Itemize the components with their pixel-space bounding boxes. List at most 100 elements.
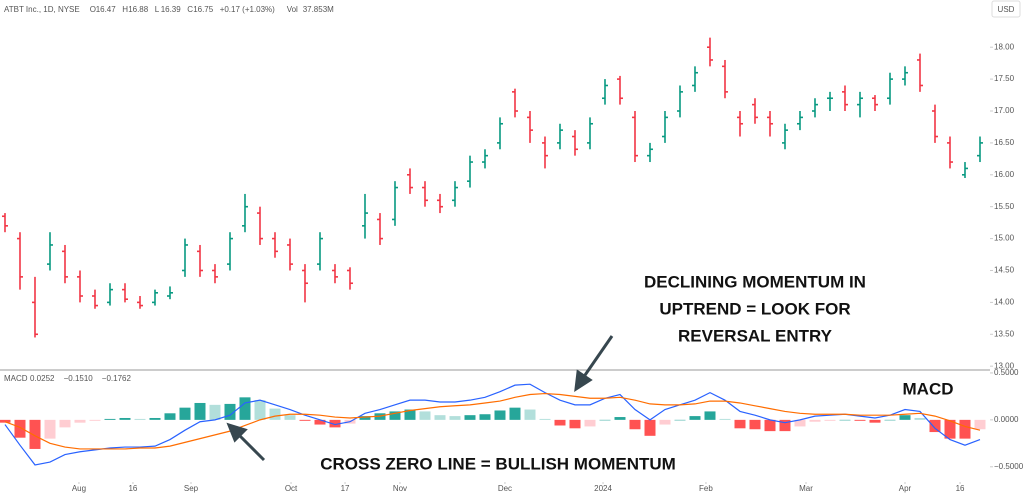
readout-label: O bbox=[90, 5, 96, 14]
histogram-bar bbox=[224, 403, 236, 420]
ohlc-bar bbox=[961, 162, 968, 178]
x-tick-label: Apr bbox=[899, 484, 912, 493]
ohlc-bar bbox=[451, 181, 458, 207]
histogram-bar bbox=[284, 415, 296, 420]
readout-label: Vol bbox=[287, 5, 298, 14]
ohlc-bar bbox=[541, 136, 548, 169]
ohlc-bar bbox=[376, 213, 383, 245]
histogram-bar bbox=[104, 418, 116, 420]
ohlc-bar bbox=[31, 276, 38, 338]
histogram-bar bbox=[329, 419, 341, 428]
histogram-bar bbox=[509, 407, 521, 420]
ohlc-bar bbox=[286, 238, 293, 271]
legend-title: MACD bbox=[4, 374, 28, 383]
ohlc-bar bbox=[196, 244, 203, 277]
ohlc-bar bbox=[796, 111, 803, 131]
plot: 13.00 13.50 14.00 14.50 15.00 15.50 16.00 16.50… bbox=[0, 37, 1024, 493]
x-tick-label: Dec bbox=[498, 484, 512, 493]
ohlc-bar bbox=[241, 193, 248, 233]
histogram-bar bbox=[269, 408, 281, 420]
ohlc-bar bbox=[976, 136, 983, 163]
histogram-bar bbox=[359, 416, 371, 420]
ohlc-bar bbox=[556, 123, 563, 150]
legend-value: −0.1762 bbox=[102, 374, 132, 383]
x-tick-label: Mar bbox=[799, 484, 813, 493]
readout-label: L bbox=[155, 5, 160, 14]
histogram-bar bbox=[869, 419, 881, 423]
ohlc-bar bbox=[736, 111, 743, 137]
ohlc-bar bbox=[316, 232, 323, 271]
histogram-bar bbox=[659, 419, 671, 425]
readout-value: 16.88 bbox=[128, 5, 149, 14]
histogram-bar bbox=[629, 419, 641, 430]
histogram-bar bbox=[539, 418, 551, 420]
y-tick-label: 15.00 bbox=[994, 234, 1015, 243]
histogram-bar bbox=[809, 419, 821, 422]
y-tick-label: 16.00 bbox=[994, 170, 1015, 179]
ohlc-bar bbox=[331, 264, 338, 284]
histogram-bar bbox=[134, 418, 146, 420]
y-tick-label: 17.00 bbox=[994, 106, 1015, 115]
histogram-bar bbox=[644, 419, 656, 436]
x-tick-label: 16 bbox=[128, 484, 137, 493]
annotation: UPTREND = LOOK FOR bbox=[659, 299, 850, 318]
histogram-bar bbox=[89, 419, 101, 421]
readout-label: C bbox=[187, 5, 193, 14]
histogram-bar bbox=[44, 419, 56, 439]
ohlc-bar bbox=[136, 296, 143, 309]
histogram-bar bbox=[779, 419, 791, 432]
histogram-bar bbox=[524, 409, 536, 420]
ohlc-bar bbox=[631, 111, 638, 163]
ohlc-bar bbox=[76, 270, 83, 303]
ohlc-bar bbox=[946, 136, 953, 169]
ohlc-bar bbox=[406, 168, 413, 194]
histogram-bar bbox=[884, 419, 896, 421]
ohlc-bar bbox=[91, 289, 98, 309]
histogram-bar bbox=[119, 417, 131, 420]
arrowhead bbox=[574, 369, 593, 392]
ohlc-bar bbox=[436, 193, 443, 214]
histogram-bar bbox=[254, 400, 266, 420]
ohlc-bar bbox=[721, 59, 728, 99]
symbol: ATBT Inc., 1D, NYSE bbox=[4, 5, 80, 14]
ohlc-bar bbox=[16, 232, 23, 290]
ohlc-bar bbox=[751, 98, 758, 124]
histogram-bar bbox=[689, 416, 701, 420]
currency[interactable]: USD bbox=[998, 5, 1015, 14]
ohlc-bar bbox=[811, 98, 818, 118]
ohlc-bar bbox=[901, 66, 908, 86]
legend-value: −0.1510 bbox=[64, 374, 94, 383]
currency-box[interactable] bbox=[991, 0, 1021, 18]
ohlc-bar bbox=[661, 111, 668, 143]
ohlc-bar bbox=[211, 264, 218, 284]
histogram-bar bbox=[59, 419, 71, 428]
ohlc-bar bbox=[46, 232, 53, 271]
histogram-bar bbox=[29, 419, 41, 449]
histogram-bar bbox=[419, 411, 431, 420]
ohlc-bar bbox=[601, 79, 608, 105]
histogram-bar bbox=[824, 419, 836, 421]
readout-value: 37.853M bbox=[303, 5, 334, 14]
y-tick-label: 16.50 bbox=[994, 138, 1015, 147]
histogram-bar bbox=[434, 415, 446, 420]
ohlc-bar bbox=[526, 111, 533, 143]
ohlc-bar bbox=[61, 244, 68, 284]
ohlc-bar bbox=[511, 88, 518, 118]
ohlc-bar bbox=[421, 181, 428, 207]
ohlc-bar bbox=[706, 37, 713, 67]
ohlc-bar bbox=[886, 72, 893, 105]
ohlc-bar bbox=[181, 238, 188, 277]
ohlc-readout: O 16.47 H 16.88 L 16.39 C 16.75 +0.17 (+1.03%) Vo… bbox=[90, 5, 334, 14]
y-tick-label: 14.50 bbox=[994, 266, 1015, 275]
ohlc-bar bbox=[226, 232, 233, 271]
ohlc-bar bbox=[1, 213, 8, 233]
ohlc-bar bbox=[766, 111, 773, 137]
y-tick-label: −0.5000 bbox=[994, 462, 1024, 471]
histogram-bar bbox=[494, 410, 506, 420]
annotation: MACD bbox=[903, 379, 954, 398]
readout-value: 16.47 bbox=[96, 5, 117, 14]
readout-value: 16.39 bbox=[161, 5, 182, 14]
histogram-bar bbox=[179, 407, 191, 420]
ohlc-bar bbox=[151, 289, 158, 306]
